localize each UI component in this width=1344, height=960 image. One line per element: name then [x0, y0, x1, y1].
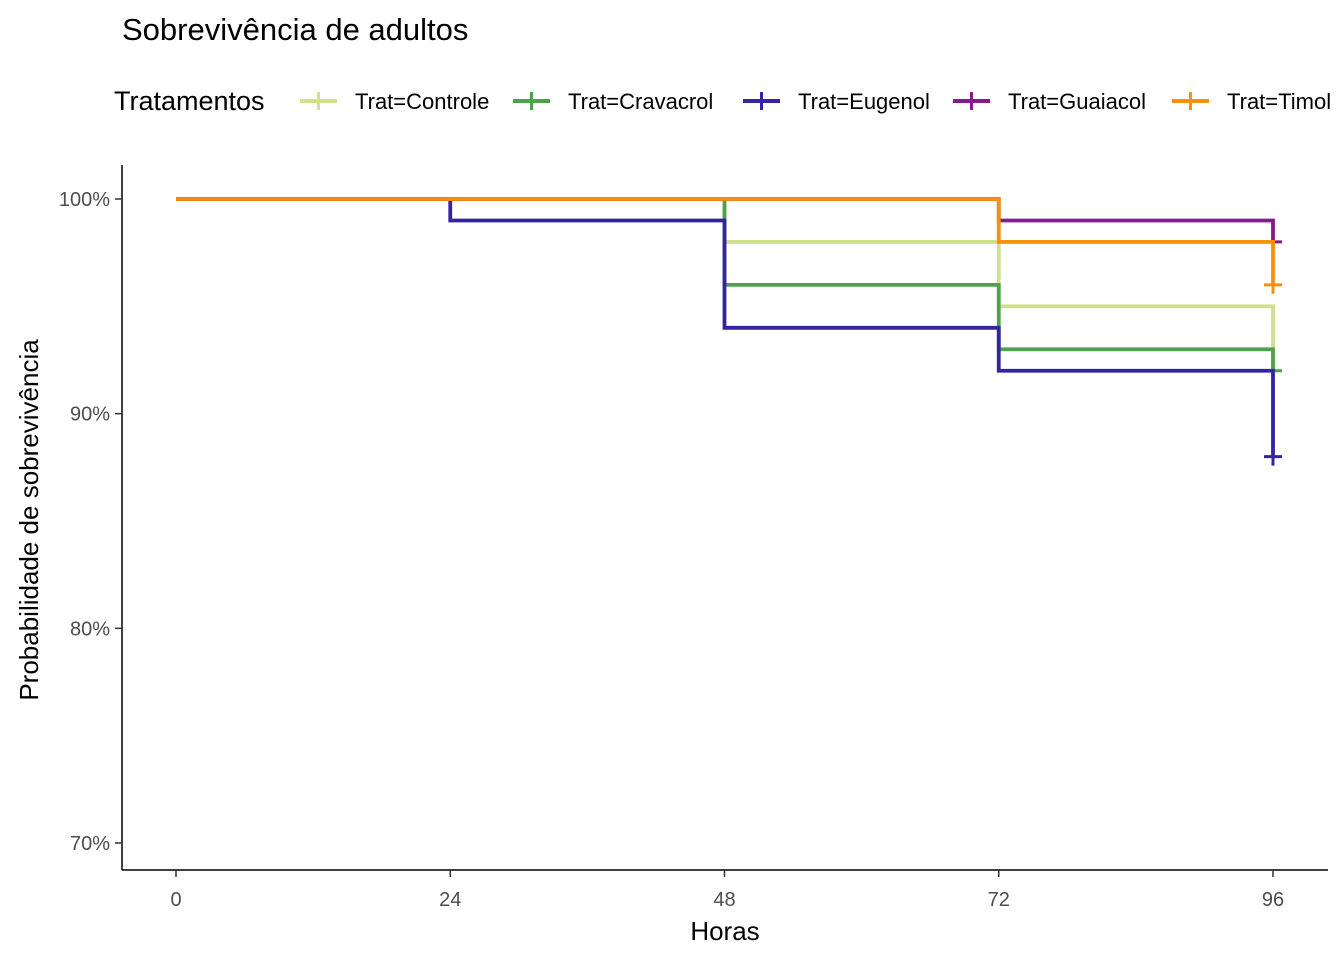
- legend-label: Trat=Controle: [355, 89, 489, 114]
- legend-item-trat-eugenol: Trat=Eugenol: [743, 89, 930, 114]
- y-tick-label: 70%: [70, 833, 110, 855]
- legend-item-trat-cravacrol: Trat=Cravacrol: [513, 89, 713, 114]
- x-tick-label: 72: [988, 889, 1010, 911]
- legend-item-trat-guaiacol: Trat=Guaiacol: [953, 89, 1146, 114]
- chart-title: Sobrevivência de adultos: [122, 12, 468, 47]
- legend-label: Trat=Guaiacol: [1008, 89, 1146, 114]
- x-tick-label: 24: [439, 889, 461, 911]
- x-tick-label: 96: [1262, 889, 1284, 911]
- y-tick-label: 100%: [59, 189, 110, 211]
- legend-label: Trat=Cravacrol: [568, 89, 713, 114]
- legend-item-trat-controle: Trat=Controle: [300, 89, 489, 114]
- x-axis-title: Horas: [690, 916, 759, 946]
- legend: Tratamentos Trat=Controle Trat=Cravacrol T…: [114, 86, 1331, 116]
- survival-curve-trat-timol: [176, 197, 1275, 285]
- plot-area: [176, 197, 1282, 466]
- legend-label: Trat=Eugenol: [798, 89, 930, 114]
- x-tick-label: 48: [713, 889, 735, 911]
- survival-curve-trat-eugenol: [176, 197, 1275, 457]
- y-tick-label: 90%: [70, 404, 110, 426]
- censor-mark-trat-eugenol: [1264, 447, 1282, 466]
- y-axis-title: Probabilidade de sobrevivência: [14, 339, 44, 701]
- legend-label: Trat=Timol: [1227, 89, 1331, 114]
- legend-item-trat-timol: Trat=Timol: [1172, 89, 1331, 114]
- censor-mark-trat-timol: [1264, 275, 1282, 294]
- legend-title: Tratamentos: [114, 86, 265, 116]
- axes: 70% 80% 90% 100% 0 24 48 72 96: [59, 165, 1328, 911]
- x-tick-label: 0: [170, 889, 181, 911]
- y-tick-label: 80%: [70, 618, 110, 640]
